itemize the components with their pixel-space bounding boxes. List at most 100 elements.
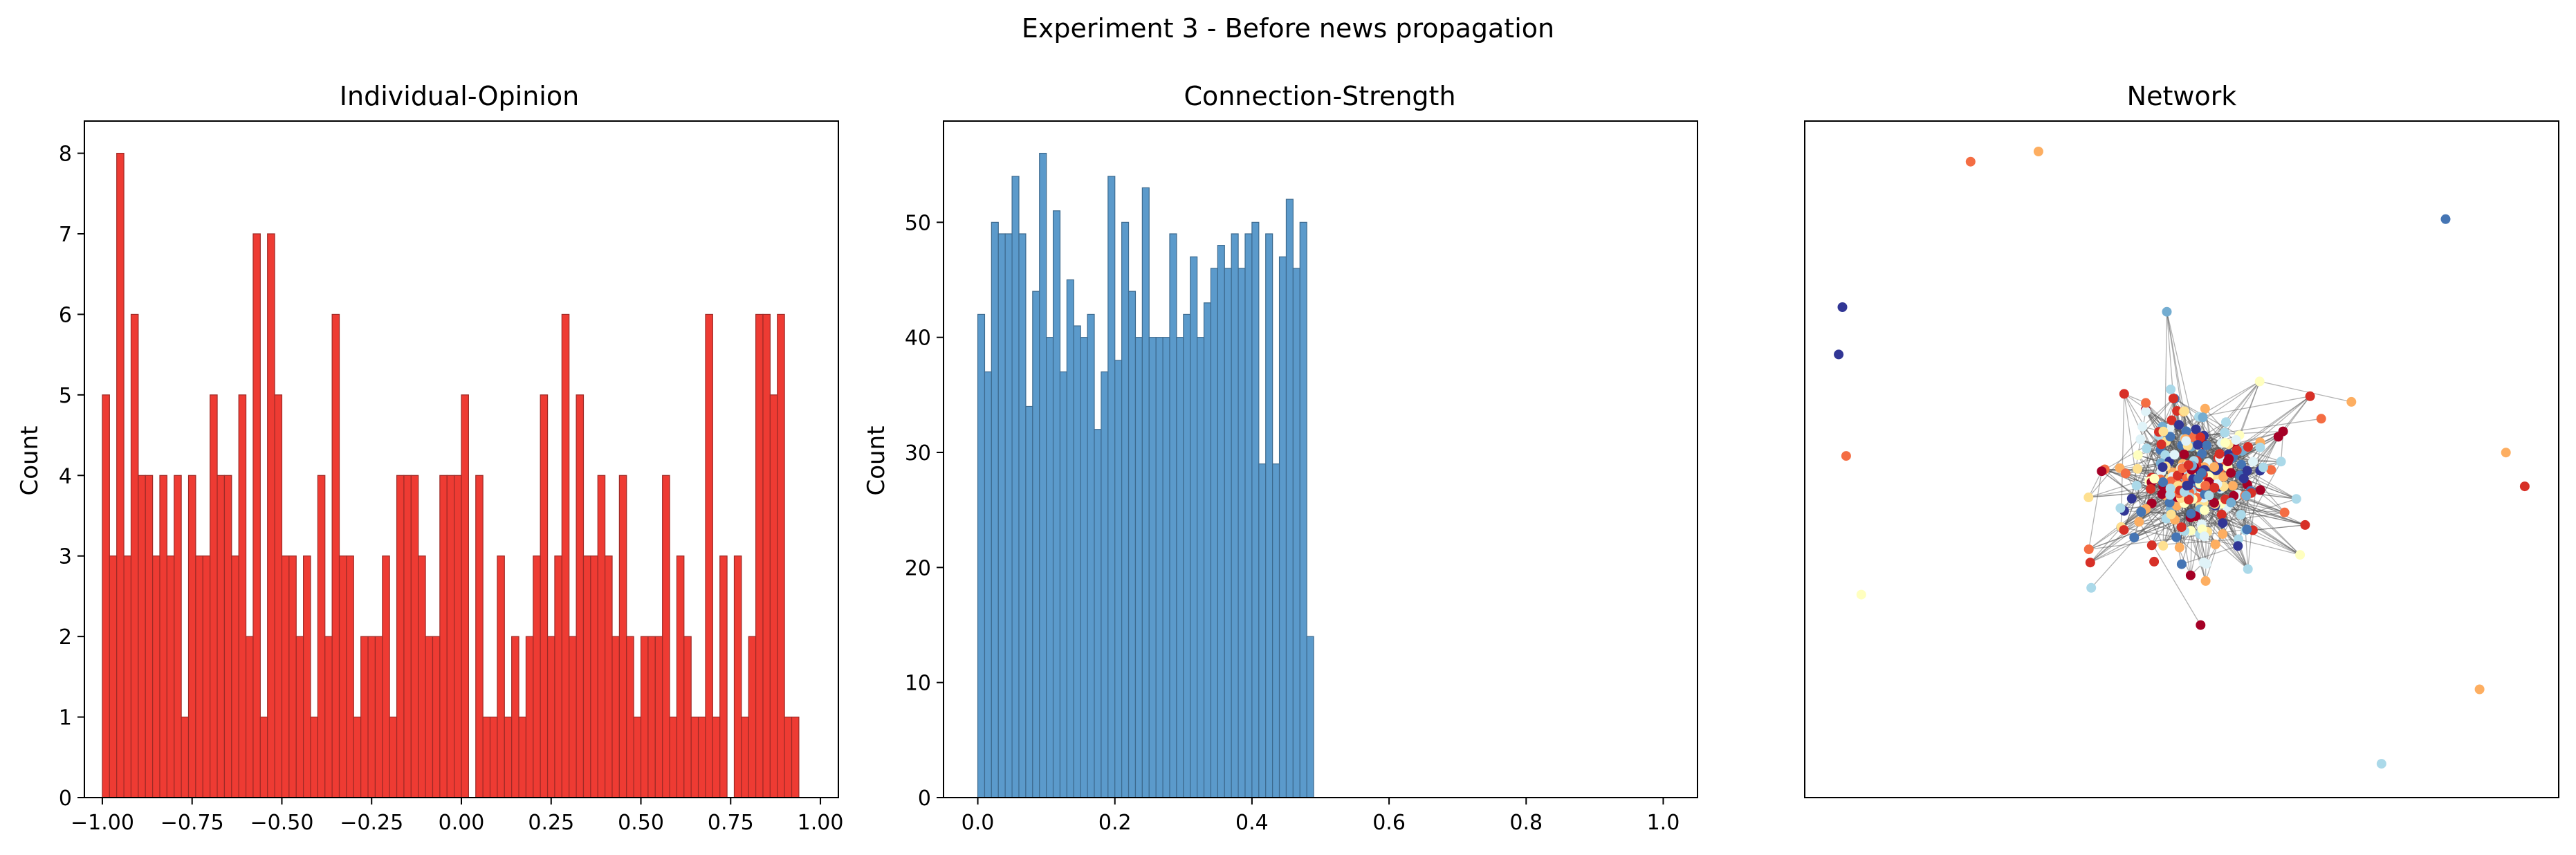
opinion-histogram-bar xyxy=(662,475,670,798)
network-node xyxy=(2440,214,2451,224)
opinion-histogram-bar xyxy=(102,394,110,798)
connection-histogram-bar xyxy=(1134,337,1143,798)
connection-histogram-ytick-label: 30 xyxy=(905,441,931,466)
network-node xyxy=(2200,505,2209,515)
connection-histogram-bar xyxy=(997,233,1006,798)
network-node xyxy=(2183,460,2193,470)
opinion-histogram-frame xyxy=(84,120,839,798)
network-node xyxy=(2162,306,2172,317)
network-node xyxy=(2220,428,2230,438)
connection-histogram-bar xyxy=(1155,337,1163,798)
network-node xyxy=(2149,473,2160,484)
network-node xyxy=(2242,466,2252,476)
network-edge xyxy=(2145,508,2164,546)
opinion-histogram-panel: Individual-Opinion Count −1.00 −0.75 −0.50… xyxy=(16,81,843,835)
network-node xyxy=(2236,510,2246,520)
opinion-histogram-bar xyxy=(295,636,304,798)
connection-histogram-bar xyxy=(1121,221,1130,798)
network-edge xyxy=(2220,504,2301,555)
network-node xyxy=(1834,349,1844,360)
opinion-histogram-bar xyxy=(382,555,390,798)
opinion-histogram-bar xyxy=(611,636,620,798)
connection-histogram-bar xyxy=(1046,337,1054,798)
network-node xyxy=(2185,570,2196,580)
network-node xyxy=(2376,759,2386,769)
network-node xyxy=(2129,533,2140,542)
connection-histogram-bar xyxy=(1299,221,1307,798)
network-node xyxy=(2198,558,2209,567)
opinion-histogram-ytick-label: 3 xyxy=(59,545,72,569)
opinion-histogram-bar xyxy=(418,555,426,798)
opinion-histogram-bar xyxy=(259,716,268,798)
connection-histogram-bar xyxy=(1285,199,1294,798)
connection-histogram-title: Connection-Strength xyxy=(1184,81,1455,111)
opinion-histogram-bar xyxy=(626,636,634,798)
opinion-histogram-bar xyxy=(554,555,562,798)
network-edge xyxy=(2121,526,2216,545)
opinion-histogram-bar xyxy=(252,233,261,798)
connection-histogram-bar xyxy=(1169,233,1177,798)
opinion-histogram-bar xyxy=(281,555,290,798)
opinion-histogram-bar xyxy=(546,636,555,798)
opinion-histogram-bar xyxy=(331,313,340,798)
network-node xyxy=(2135,434,2146,444)
network-node xyxy=(2184,495,2194,505)
opinion-histogram-bar xyxy=(403,475,412,798)
network-edge xyxy=(2123,426,2163,531)
network-node xyxy=(2131,480,2142,490)
network-node xyxy=(2166,509,2176,520)
opinion-histogram-bar xyxy=(152,555,160,798)
network-node xyxy=(2300,520,2310,530)
network-node xyxy=(2200,403,2210,414)
network-node xyxy=(2083,493,2094,502)
network-edge xyxy=(2252,524,2306,531)
opinion-histogram-bar xyxy=(590,555,598,798)
opinion-histogram-bar xyxy=(475,475,484,798)
opinion-histogram-bar xyxy=(769,394,778,798)
network-edge xyxy=(2142,398,2174,428)
network-edge xyxy=(2241,436,2279,515)
network-node xyxy=(2169,450,2180,460)
network-node xyxy=(2231,435,2241,445)
network-edge xyxy=(2181,545,2238,565)
network-node xyxy=(1965,156,1976,167)
opinion-histogram-bar xyxy=(231,555,239,798)
connection-histogram-bar xyxy=(1258,463,1267,798)
network-node xyxy=(2115,503,2126,513)
opinion-histogram-bar xyxy=(482,716,491,798)
network-node xyxy=(2174,542,2184,553)
opinion-histogram-bar xyxy=(166,555,175,798)
opinion-histogram-bar xyxy=(576,394,585,798)
connection-histogram-bar xyxy=(1114,360,1123,798)
connection-histogram-bar xyxy=(1004,233,1013,798)
opinion-histogram-bar xyxy=(525,636,534,798)
connection-histogram-bar xyxy=(1176,337,1184,798)
opinion-histogram-bar xyxy=(346,555,354,798)
network-edge xyxy=(2088,490,2170,498)
opinion-histogram-bar xyxy=(202,555,211,798)
connection-histogram-bar xyxy=(1032,291,1040,798)
opinion-histogram-bar xyxy=(432,636,441,798)
connection-histogram-bar xyxy=(1251,221,1260,798)
connection-histogram-xtick-label: 1.0 xyxy=(1647,811,1680,835)
network-edge xyxy=(2088,470,2102,498)
opinion-histogram-bar xyxy=(353,716,362,798)
opinion-histogram-bar xyxy=(159,475,167,798)
network-node xyxy=(2179,406,2189,416)
network-edge xyxy=(2104,469,2207,564)
network-node xyxy=(2238,473,2249,484)
network-title: Network xyxy=(2127,81,2237,111)
network-edge xyxy=(2125,473,2146,510)
network-edge xyxy=(2166,311,2198,445)
opinion-histogram-bar xyxy=(274,394,283,798)
connection-histogram-bar xyxy=(1066,279,1074,798)
network-node xyxy=(2241,490,2252,501)
opinion-histogram-bar xyxy=(174,475,182,798)
connection-histogram-bar xyxy=(1190,256,1198,798)
network-node xyxy=(2181,426,2191,436)
opinion-histogram-bar xyxy=(518,716,527,798)
network-node xyxy=(2133,463,2143,474)
connection-histogram-ytick-label: 20 xyxy=(905,556,931,580)
network-node xyxy=(2200,576,2211,586)
network-node xyxy=(2166,476,2176,486)
